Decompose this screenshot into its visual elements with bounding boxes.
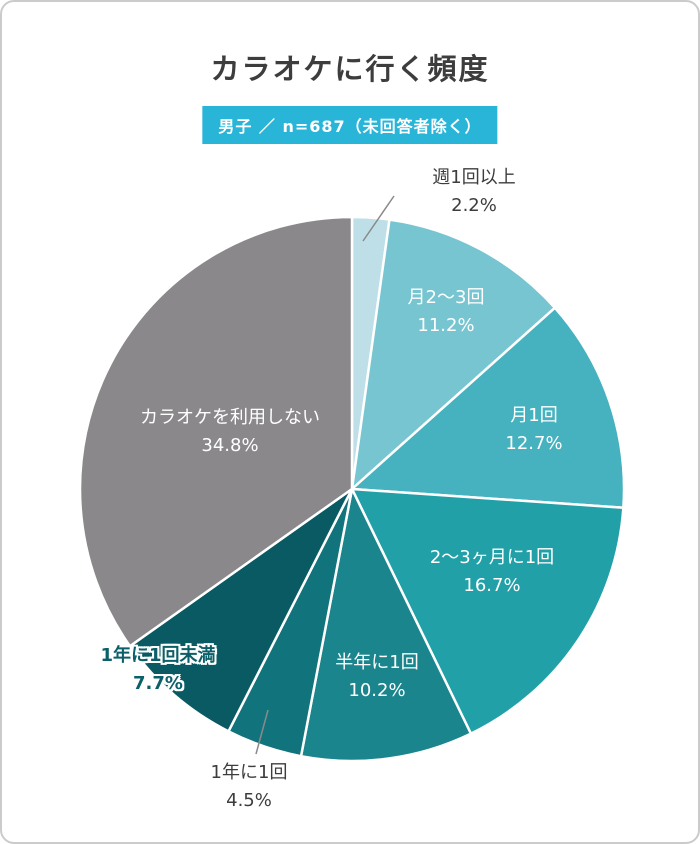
slice-label-8: カラオケを利用しない 34.8% xyxy=(140,404,320,460)
pie-slice-8 xyxy=(78,215,354,648)
slice-label-text: 2〜3ヶ月に1回 xyxy=(429,547,555,569)
slice-label-4: 2〜3ヶ月に1回 16.7% xyxy=(430,544,554,600)
pie-slice-3 xyxy=(350,306,626,510)
sample-size-badge: 男子 ／ n=687（未回答者除く） xyxy=(202,106,498,144)
pie-slice-4 xyxy=(350,487,625,735)
slice-value-text: 11.2% xyxy=(417,315,475,336)
pie-slice-2 xyxy=(350,218,557,491)
slice-label-7: 1年に1回未満 7.7% xyxy=(100,642,215,698)
slice-label-5: 半年に1回 10.2% xyxy=(335,649,418,705)
slice-label-text: カラオケを利用しない xyxy=(140,407,320,429)
slice-label-text: 1年に1回 xyxy=(210,762,288,784)
slice-label-text: 週1回以上 xyxy=(432,167,516,189)
slice-value-text: 2.2% xyxy=(451,195,497,216)
slice-label-2: 月2〜3回 11.2% xyxy=(408,284,485,340)
slice-label-3: 月1回 12.7% xyxy=(505,402,562,458)
slice-value-text: 4.5% xyxy=(226,790,272,811)
slice-label-text: 半年に1回 xyxy=(335,652,419,674)
slice-label-1: 週1回以上 2.2% xyxy=(432,164,515,220)
slice-value-text: 34.8% xyxy=(201,435,259,456)
slice-label-text: 月1回 xyxy=(510,405,558,427)
slice-label-text: 1年に1回未満 xyxy=(100,645,216,667)
slice-value-text: 10.2% xyxy=(348,680,406,701)
slice-value-text: 7.7% xyxy=(133,673,183,694)
pie-slice-5 xyxy=(299,487,473,763)
slice-value-text: 12.7% xyxy=(505,433,563,454)
leader-line-6 xyxy=(255,709,269,755)
slice-label-text: 月2〜3回 xyxy=(407,287,485,309)
chart-title: カラオケに行く頻度 xyxy=(210,52,490,86)
pie-slice-7 xyxy=(128,487,354,733)
slice-label-6: 1年に1回 4.5% xyxy=(211,759,288,815)
leader-line-1 xyxy=(362,195,395,242)
slice-value-text: 16.7% xyxy=(463,575,521,596)
